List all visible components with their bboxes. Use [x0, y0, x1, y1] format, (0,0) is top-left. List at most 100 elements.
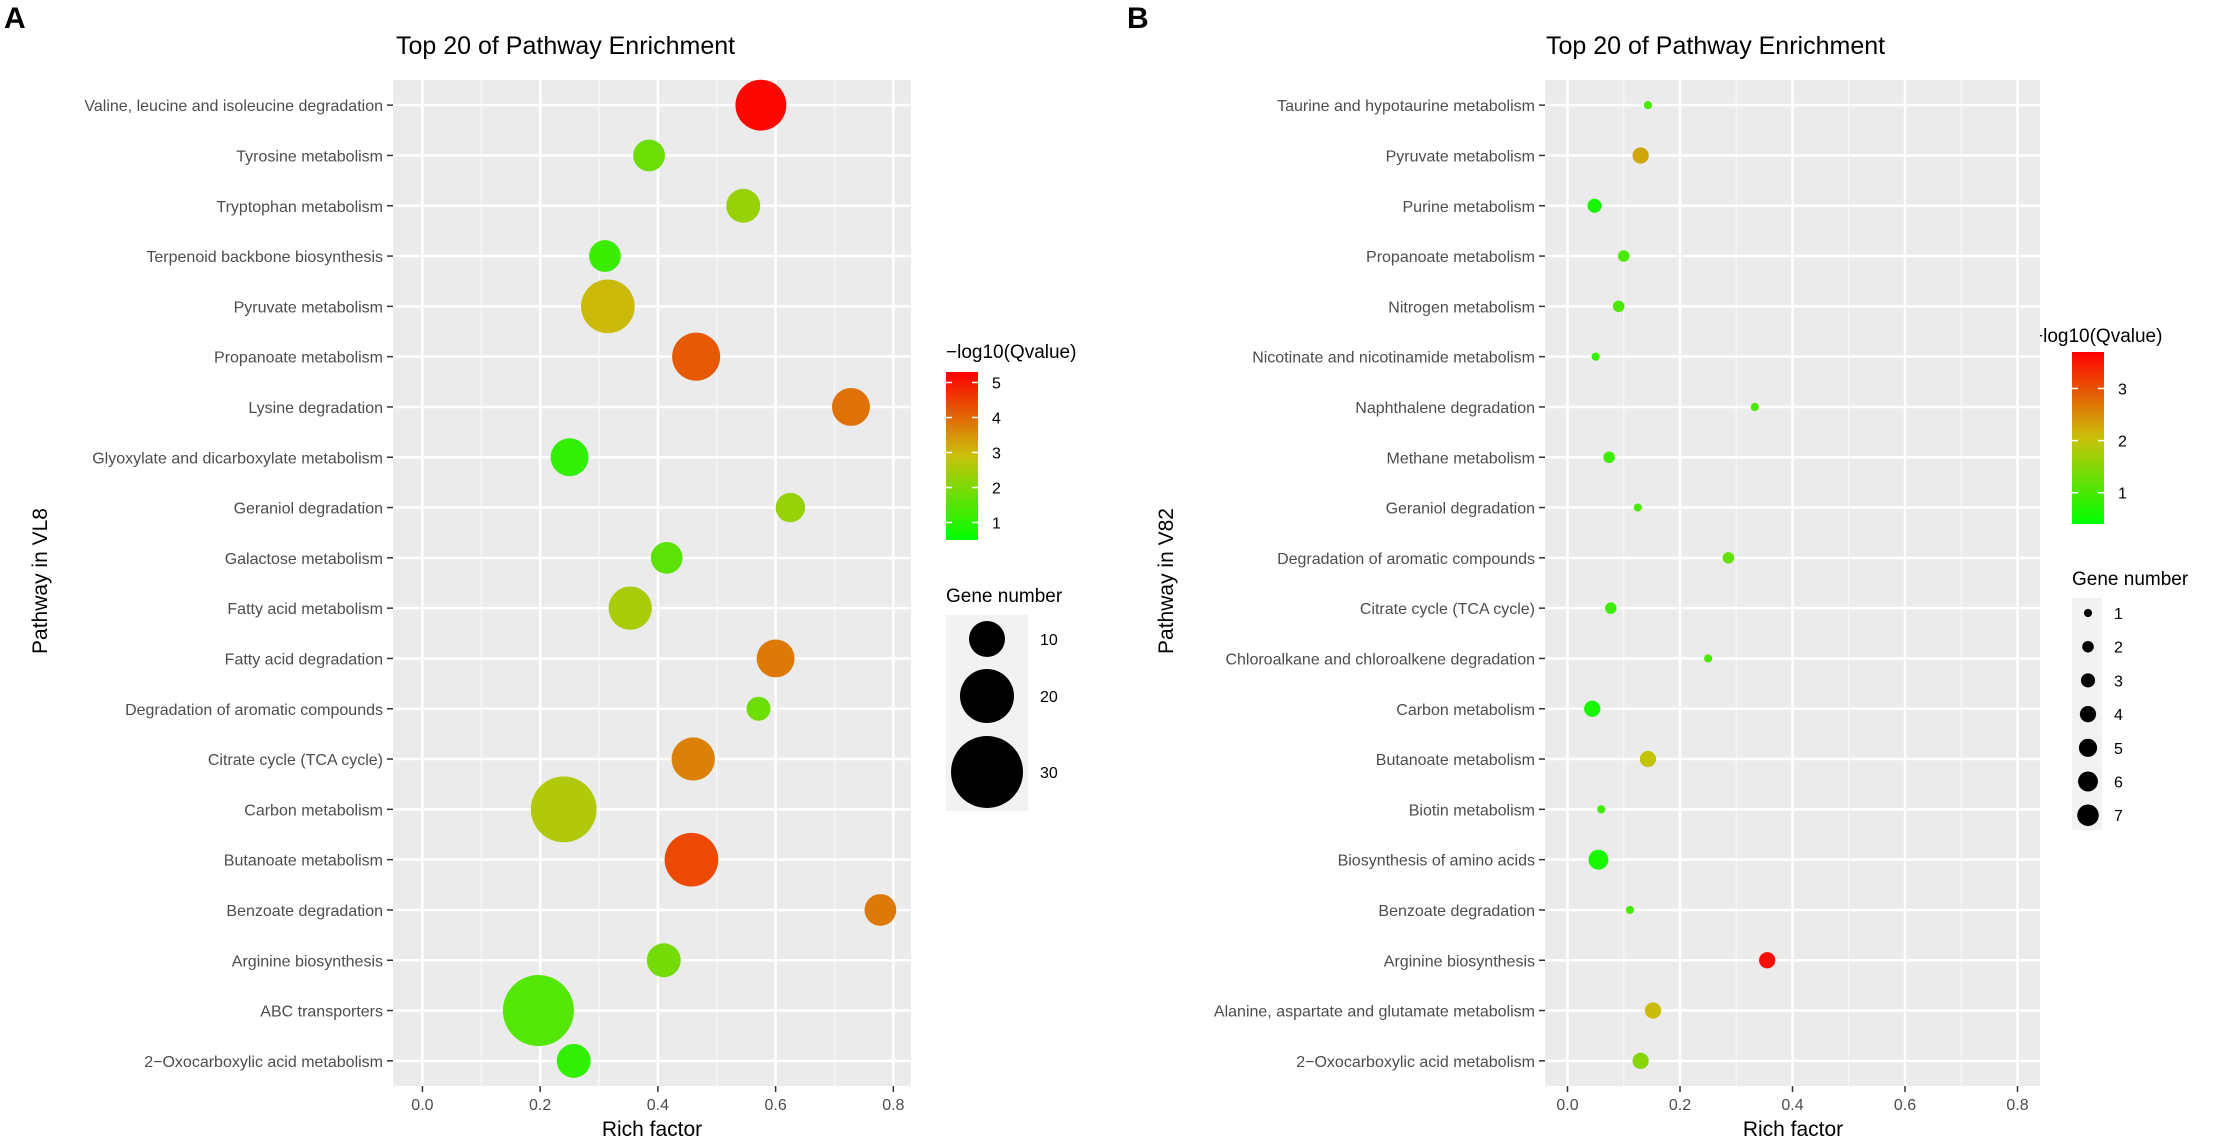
x-tick-label-a: 0.6 [764, 1097, 786, 1114]
data-point-a [550, 438, 589, 477]
size-legend-dot-b [2078, 771, 2098, 792]
data-point-b [1603, 451, 1615, 463]
x-tick-label-a: 0.4 [647, 1097, 669, 1114]
panel-label-b: B [1127, 2, 1149, 35]
y-tick-label-a: Pyruvate metabolism [234, 299, 383, 316]
y-tick-label-a: 2−Oxocarboxylic acid metabolism [144, 1054, 383, 1071]
data-point-a [864, 894, 897, 926]
data-point-b [1633, 503, 1642, 512]
data-point-b [1759, 952, 1776, 969]
x-axis-label-a: Rich factor [602, 1118, 702, 1139]
y-tick-label-a: Valine, leucine and isoleucine degradati… [84, 98, 383, 115]
y-tick-label-a: Tryptophan metabolism [216, 199, 383, 216]
data-point-b [1704, 654, 1713, 663]
x-tick-label-b: 0.4 [1781, 1097, 1803, 1114]
colorbar-label-a: 4 [992, 411, 1001, 428]
data-point-b [1591, 352, 1600, 361]
size-legend-label-b: 4 [2114, 707, 2123, 724]
x-tick-label-a: 0.0 [411, 1097, 433, 1114]
y-tick-label-b: Pyruvate metabolism [1386, 148, 1535, 165]
size-legend-title-a: Gene number [946, 586, 1063, 607]
size-legend-dot-a [960, 669, 1014, 723]
y-tick-label-b: Taurine and hypotaurine metabolism [1277, 98, 1535, 115]
data-point-b [1632, 1052, 1649, 1069]
colorbar-label-a: 3 [992, 446, 1001, 463]
chart-title-a: Top 20 of Pathway Enrichment [396, 32, 735, 60]
data-point-a [581, 279, 635, 334]
y-tick-label-a: Carbon metabolism [244, 802, 383, 819]
size-legend-dot-b [2078, 738, 2098, 757]
data-point-b [1750, 402, 1759, 412]
data-point-b [1584, 700, 1601, 717]
data-point-a [633, 139, 665, 172]
y-tick-label-a: Propanoate metabolism [214, 350, 383, 367]
colorbar-label-b: 1 [2118, 486, 2127, 503]
data-point-b [1597, 805, 1606, 814]
data-point-b [1643, 101, 1653, 110]
y-tick-label-b: Benzoate degradation [1378, 903, 1535, 920]
y-tick-label-b: Alanine, aspartate and glutamate metabol… [1214, 1004, 1535, 1021]
data-point-b [1639, 750, 1657, 768]
y-tick-label-b: Propanoate metabolism [1366, 249, 1535, 266]
y-tick-label-b: Carbon metabolism [1396, 702, 1535, 719]
data-point-b [1625, 905, 1635, 915]
data-point-b [1612, 300, 1625, 313]
colorbar-label-a: 1 [992, 516, 1001, 533]
y-tick-label-b: Biosynthesis of amino acids [1338, 853, 1535, 870]
data-point-b [1587, 198, 1602, 213]
data-point-a [650, 541, 683, 574]
y-tick-label-a: Terpenoid backbone biosynthesis [146, 249, 383, 266]
y-axis-label-a: Pathway in VL8 [29, 508, 52, 654]
data-point-a [664, 832, 719, 887]
y-tick-label-a: ABC transporters [260, 1004, 383, 1021]
data-point-a [646, 943, 681, 978]
y-tick-label-b: Biotin metabolism [1409, 802, 1535, 819]
x-tick-label-b: 0.0 [1556, 1097, 1578, 1114]
y-tick-label-b: Nicotinate and nicotinamide metabolism [1252, 350, 1535, 367]
data-point-a [735, 79, 787, 131]
y-tick-label-b: Naphthalene degradation [1355, 400, 1535, 417]
y-tick-label-b: Chloroalkane and chloroalkene degradatio… [1225, 651, 1535, 668]
data-point-a [530, 776, 597, 843]
colorbar-label-a: 2 [992, 481, 1001, 498]
y-tick-label-b: Arginine biosynthesis [1384, 953, 1535, 970]
size-legend-label-a: 20 [1040, 689, 1058, 706]
size-legend-dot-a [969, 621, 1005, 657]
colorbar-a [946, 372, 978, 540]
y-tick-label-a: Arginine biosynthesis [232, 953, 383, 970]
size-legend-dot-b [2077, 804, 2099, 826]
size-legend-label-b: 5 [2114, 741, 2123, 758]
color-legend-title-b: −log10(Qvalue) [2032, 326, 2162, 347]
plot-panel-a [393, 80, 911, 1086]
data-point-a [671, 737, 715, 781]
size-legend-dot-b [2079, 705, 2097, 723]
y-tick-label-a: Fatty acid metabolism [227, 601, 383, 618]
colorbar-label-a: 5 [992, 376, 1001, 393]
data-point-a [756, 639, 795, 678]
colorbar-b [2072, 352, 2104, 524]
data-point-a [831, 387, 870, 426]
size-legend-dot-b [2082, 640, 2094, 653]
size-legend-label-b: 6 [2114, 775, 2123, 792]
colorbar-label-b: 2 [2118, 434, 2127, 451]
size-legend-dot-b [2080, 673, 2096, 688]
y-axis-label-b: Pathway in V82 [1155, 508, 1178, 654]
x-tick-label-a: 0.8 [882, 1097, 904, 1114]
data-point-b [1722, 552, 1735, 564]
y-tick-label-a: Galactose metabolism [225, 551, 383, 568]
data-point-a [672, 332, 721, 381]
data-point-a [502, 975, 574, 1047]
y-tick-label-b: Degradation of aromatic compounds [1277, 551, 1535, 568]
chart-title-b: Top 20 of Pathway Enrichment [1546, 32, 1885, 60]
x-tick-label-b: 0.2 [1669, 1097, 1691, 1114]
colorbar-label-b: 3 [2118, 381, 2127, 398]
size-legend-label-b: 3 [2114, 673, 2123, 690]
y-tick-label-a: Lysine degradation [248, 400, 383, 417]
y-tick-label-b: Methane metabolism [1386, 450, 1535, 467]
data-point-b [1605, 602, 1617, 614]
y-tick-label-b: 2−Oxocarboxylic acid metabolism [1296, 1054, 1535, 1071]
x-tick-label-b: 0.6 [1894, 1097, 1916, 1114]
x-tick-label-a: 0.2 [529, 1097, 551, 1114]
y-tick-label-a: Fatty acid degradation [225, 651, 383, 668]
